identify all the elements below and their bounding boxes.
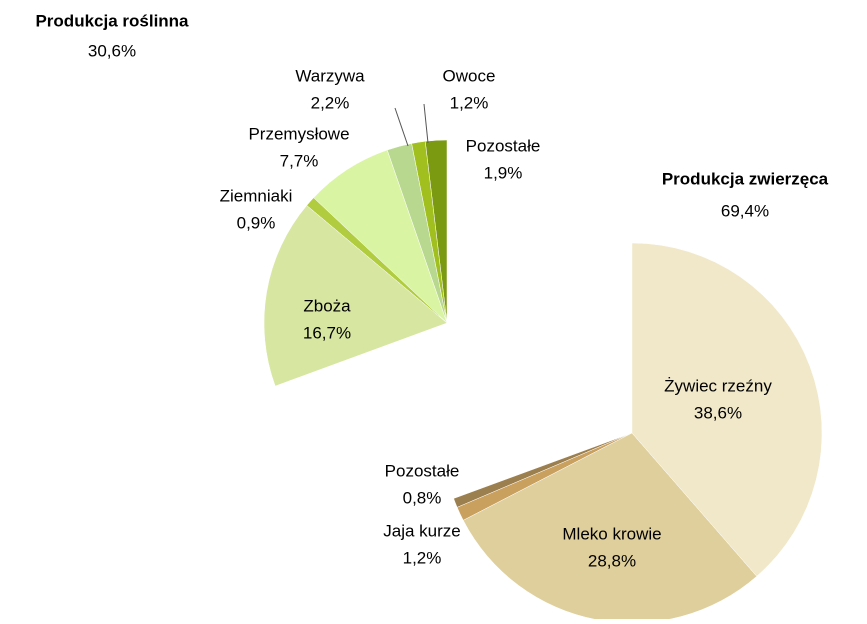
slice-value: 0,8%	[403, 488, 442, 507]
slice-label: Owoce	[443, 66, 496, 85]
pie-slice	[631, 242, 823, 577]
slice-label: Przemysłowe	[248, 124, 349, 143]
slice-value: 0,9%	[237, 213, 276, 232]
slice-label: Pozostałe	[466, 136, 541, 155]
slice-label: Mleko krowie	[562, 524, 661, 543]
group-title: Produkcja zwierzęca	[662, 169, 829, 188]
slice-label: Jaja kurze	[383, 521, 460, 540]
slice-value: 1,2%	[450, 93, 489, 112]
leader-line	[394, 107, 409, 147]
slice-value: 16,7%	[303, 323, 351, 342]
slice-label: Pozostałe	[385, 461, 460, 480]
group-title: Produkcja roślinna	[35, 11, 189, 30]
pie-slice	[263, 205, 448, 387]
slice-label: Warzywa	[295, 66, 365, 85]
slice-value: 1,9%	[484, 163, 523, 182]
slice-label: Ziemniaki	[220, 186, 293, 205]
slice-value: 2,2%	[311, 93, 350, 112]
group-total: 69,4%	[721, 201, 769, 220]
slice-value: 38,6%	[694, 403, 742, 422]
leader-line	[423, 103, 429, 144]
slice-label: Żywiec rzeźny	[664, 376, 772, 395]
group-total: 30,6%	[88, 41, 136, 60]
slice-value: 1,2%	[403, 548, 442, 567]
slice-value: 28,8%	[588, 551, 636, 570]
slice-label: Zboża	[303, 296, 351, 315]
slice-value: 7,7%	[280, 151, 319, 170]
